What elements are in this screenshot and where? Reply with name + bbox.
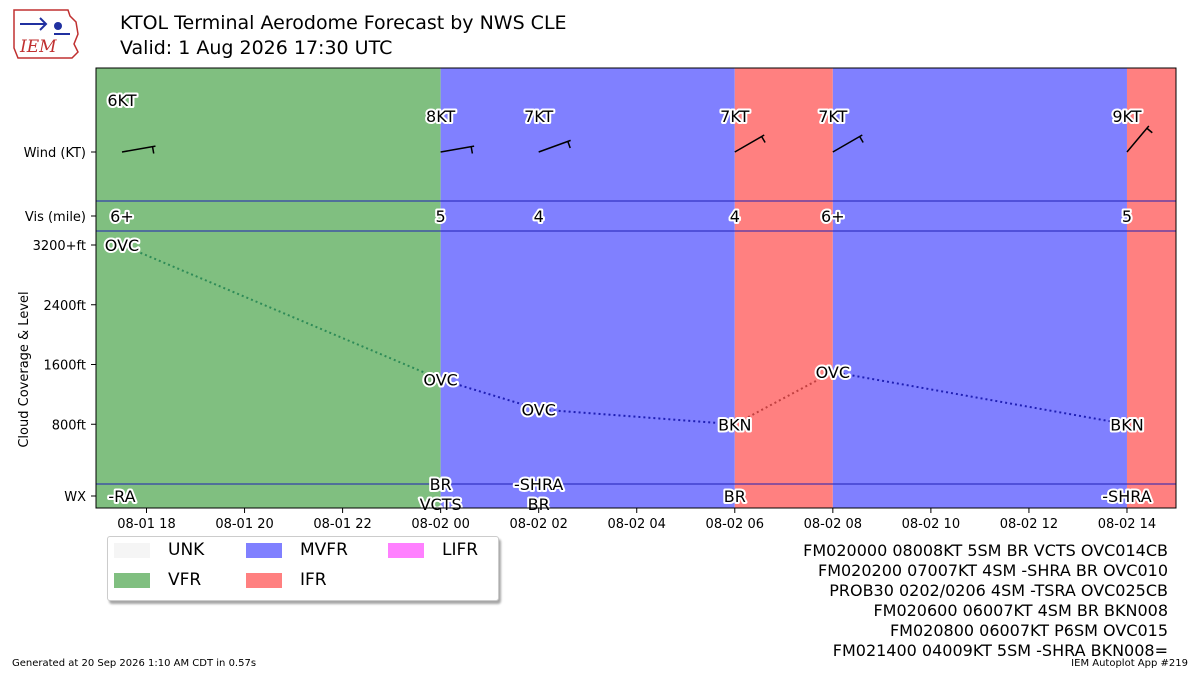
wind-barb (832, 134, 864, 153)
legend-label: VFR (168, 570, 202, 590)
legend-swatch (246, 542, 282, 558)
legend-item-unk: UNK (114, 540, 204, 560)
cloud-level-segment (734, 371, 834, 426)
category-band-mvfr (440, 68, 735, 508)
weather-label: BR (430, 475, 452, 494)
visibility-label: 5 (436, 207, 446, 226)
category-band-mvfr (832, 68, 1127, 508)
legend: UNK MVFR LIFR VFR IFR (107, 536, 499, 601)
x-tick-label: 08-01 20 (215, 517, 273, 532)
weather-label: -SHRA (1102, 487, 1151, 506)
chart-title: KTOL Terminal Aerodome Forecast by NWS C… (120, 12, 567, 34)
wind-speed-label: 7KT (720, 107, 749, 126)
taf-text-block: FM020000 08008KT 5SM BR VCTS OVC014CB FM0… (803, 541, 1168, 661)
x-tick-label: 08-02 04 (608, 517, 666, 532)
x-tick-label: 08-02 14 (1098, 517, 1156, 532)
footer-generated: Generated at 20 Sep 2026 1:10 AM CDT in … (12, 658, 257, 669)
x-tick-label: 08-02 00 (411, 517, 469, 532)
cloud-cover-label: BKN (1110, 415, 1143, 434)
cloud-cover-label: OVC (105, 236, 139, 255)
legend-swatch (246, 572, 282, 588)
visibility-label: 4 (730, 207, 740, 226)
wind-speed-label: 9KT (1112, 107, 1141, 126)
iem-logo: IEM (6, 4, 86, 62)
legend-label: LIFR (442, 540, 479, 560)
x-tick-label: 08-02 06 (706, 517, 764, 532)
taf-line: FM020000 08008KT 5SM BR VCTS OVC014CB (803, 541, 1168, 560)
weather-label: -SHRA (514, 475, 563, 494)
visibility-label: 4 (534, 207, 544, 226)
wind-speed-label: 6KT (107, 91, 136, 110)
chart-subtitle: Valid: 1 Aug 2026 17:30 UTC (120, 37, 393, 59)
cloud-cover-label: BKN (718, 415, 751, 434)
x-tick-label: 08-02 12 (1000, 517, 1058, 532)
x-tick-label: 08-02 02 (509, 517, 567, 532)
footer-app: IEM Autoplot App #219 (1071, 658, 1188, 669)
legend-item-vfr: VFR (114, 570, 201, 590)
wind-barb (121, 145, 156, 154)
x-tick-label: 08-01 22 (313, 517, 371, 532)
row-label: Wind (KT) (24, 146, 86, 161)
y-tick-label: 2400ft (43, 299, 86, 314)
visibility-label: 6+ (110, 207, 134, 226)
y-tick-label: 3200+ft (33, 239, 86, 254)
taf-line: FM020200 07007KT 4SM -SHRA BR OVC010 (817, 561, 1168, 580)
weather-label: BR (724, 487, 746, 506)
taf-line: PROB30 0202/0206 4SM -TSRA OVC025CB (829, 581, 1168, 600)
wind-speed-label: 8KT (426, 107, 455, 126)
legend-swatch (388, 542, 424, 558)
wind-speed-label: 7KT (818, 107, 847, 126)
legend-label: UNK (168, 540, 205, 560)
weather-label: -RA (108, 487, 135, 506)
category-band-vfr (96, 68, 441, 508)
y-tick-label: 800ft (52, 418, 86, 433)
wind-barb (538, 139, 571, 153)
category-band-ifr (734, 68, 833, 508)
legend-item-lifr: LIFR (388, 540, 478, 560)
weather-label: BR (528, 495, 550, 514)
x-tick-label: 08-02 08 (804, 517, 862, 532)
wind-barb (1126, 125, 1153, 153)
y-axis-label: Cloud Coverage & Level (17, 291, 32, 447)
legend-item-mvfr: MVFR (246, 540, 348, 560)
x-tick-label: 08-01 18 (117, 517, 175, 532)
row-label: WX (64, 490, 86, 505)
row-label: Vis (mile) (25, 210, 86, 225)
cloud-cover-label: OVC (423, 370, 457, 389)
taf-line: FM020800 06007KT P6SM OVC015 (889, 621, 1168, 640)
legend-swatch (114, 572, 150, 588)
y-tick-label: 1600ft (43, 359, 86, 374)
cloud-cover-label: OVC (521, 400, 555, 419)
legend-item-ifr: IFR (246, 570, 327, 590)
wind-speed-label: 7KT (524, 107, 553, 126)
legend-label: MVFR (300, 540, 348, 560)
taf-line: FM020600 06007KT 4SM BR BKN008 (873, 601, 1168, 620)
cloud-cover-label: OVC (816, 363, 850, 382)
logo-text: IEM (19, 37, 57, 57)
visibility-label: 5 (1122, 207, 1132, 226)
weather-label: VCTS (420, 495, 462, 514)
plot-frame (95, 67, 1177, 509)
wind-barb (734, 134, 766, 153)
legend-label: IFR (300, 570, 327, 590)
cloud-level-segment (440, 378, 539, 411)
taf-line: FM021400 04009KT 5SM -SHRA BKN008= (832, 641, 1168, 660)
legend-swatch (114, 542, 150, 558)
visibility-label: 6+ (821, 207, 845, 226)
x-tick-label: 08-02 10 (902, 517, 960, 532)
wind-barb (440, 145, 475, 154)
category-band-ifr (1126, 68, 1176, 508)
